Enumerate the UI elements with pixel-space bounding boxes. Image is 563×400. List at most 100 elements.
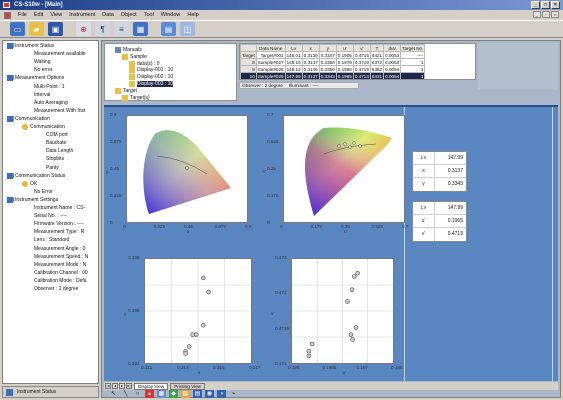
mdi-restore-icon[interactable]: ▫ <box>542 11 550 18</box>
tree-item[interactable]: Auto Averaging <box>34 100 68 106</box>
tab-printing-view[interactable]: Printing View <box>170 382 205 390</box>
table-cell[interactable]: 6421 <box>369 51 385 59</box>
menu-view[interactable]: View <box>50 12 63 18</box>
data-tree-item[interactable]: Target <box>115 87 137 94</box>
table-cell[interactable]: 0.0053 <box>383 58 402 66</box>
data-tree-item[interactable]: data(s) : 0 <box>129 60 160 67</box>
table-cell[interactable]: 0.3343 <box>318 72 337 79</box>
column-header[interactable]: T <box>369 44 385 52</box>
data-tree-item[interactable]: Target(s) <box>122 94 150 101</box>
save-icon[interactable]: ▣ <box>48 22 63 36</box>
table-cell[interactable]: 6382 <box>369 65 385 73</box>
tree-item[interactable]: Measurement available <box>34 51 86 57</box>
table-cell[interactable]: 1 <box>400 65 426 73</box>
table-cell[interactable]: 0.4715 <box>352 51 371 59</box>
table-cell[interactable]: 147.99 <box>284 72 303 79</box>
data-tree-item[interactable]: Sample <box>122 53 147 60</box>
table-row[interactable]: 10 Sample#029 147.99 0.3137 0.3343 0.1965 0.47… <box>240 72 426 79</box>
uv-zoom-plot[interactable] <box>291 258 394 364</box>
tree-item[interactable]: OK <box>22 180 37 187</box>
data-point[interactable] <box>201 322 206 328</box>
table-row[interactable]: Target Target#001 146.01 0.3130 0.3347 0.1905… <box>240 51 426 59</box>
view-icon[interactable]: ◫ <box>180 22 195 36</box>
xy-chromaticity-diagram[interactable] <box>126 115 248 223</box>
column-header[interactable]: x <box>301 44 320 52</box>
table-cell[interactable]: 0.0054 <box>383 65 402 73</box>
table-cell[interactable]: 1 <box>400 72 426 79</box>
column-header[interactable]: u' <box>335 44 354 52</box>
tree-item[interactable]: Measurement Type : R <box>34 229 85 235</box>
table-cell[interactable]: 0.1965 <box>335 72 354 79</box>
comparison-icon[interactable]: ◑ <box>217 390 226 398</box>
tree-group-node[interactable]: Communication Status <box>7 172 65 179</box>
table-cell[interactable]: 148.12 <box>284 65 303 73</box>
tree-group-node[interactable]: Measurement Options <box>7 75 64 82</box>
table-cell[interactable]: Target#001 <box>255 51 286 59</box>
prev-tab-icon[interactable]: ◂ <box>112 383 118 389</box>
tree-item[interactable]: Parity <box>46 165 59 171</box>
data-point[interactable] <box>309 341 315 347</box>
table-row[interactable]: 8 Sample#027 148.10 0.3147 0.3350 0.1970 0.471… <box>240 58 426 66</box>
table-cell[interactable]: ---- <box>400 51 426 59</box>
tree-item[interactable]: Data Length <box>46 148 73 154</box>
tree-item[interactable]: Observer : 2 degree <box>34 286 78 292</box>
row-header[interactable]: Target <box>240 51 257 59</box>
tree-item[interactable]: Baudrate <box>46 140 66 146</box>
data-point[interactable] <box>183 351 188 356</box>
tree-item[interactable]: COM port <box>46 132 68 138</box>
menu-instrument[interactable]: Instrument <box>69 12 96 18</box>
data-tree-item[interactable]: Manuals <box>115 47 142 53</box>
last-tab-icon[interactable]: ▸| <box>126 383 132 389</box>
table-cell[interactable]: 6372 <box>369 58 385 66</box>
new-icon[interactable]: ▭ <box>10 22 25 36</box>
uv-chromaticity-diagram[interactable] <box>283 115 405 223</box>
tree-item[interactable]: Waiting <box>34 59 51 65</box>
data-point[interactable] <box>352 274 357 279</box>
table-cell[interactable]: 0.3347 <box>318 51 337 59</box>
data-point[interactable] <box>186 344 192 349</box>
value-icon[interactable]: ▤ <box>193 390 202 398</box>
data-point[interactable] <box>355 270 360 276</box>
tree-group-node[interactable]: Instrument Settings <box>7 196 58 203</box>
table-cell[interactable]: 0.1970 <box>335 58 354 66</box>
tab-display-view[interactable]: Display View <box>134 382 169 390</box>
tree-item[interactable]: Lens : Standard <box>34 237 69 243</box>
xy-zoom-plot[interactable] <box>144 258 252 364</box>
table-row[interactable]: 9 Sample#028 148.12 0.3145 0.3350 0.1960 0.471… <box>240 65 426 73</box>
tree-item[interactable]: Calibration Channel : 00 <box>34 270 88 276</box>
tree-item[interactable]: Calibration Mode : Defa <box>34 278 87 284</box>
table-cell[interactable]: Sample#028 <box>255 65 286 73</box>
tree-item[interactable]: Multi-Point : 1 <box>34 84 65 90</box>
spectrum-icon[interactable]: ⌁ <box>231 391 236 397</box>
table-cell[interactable]: 0.3130 <box>301 51 320 59</box>
next-tab-icon[interactable]: ▸ <box>119 383 125 389</box>
table-cell[interactable]: Sample#027 <box>255 58 286 66</box>
data-tree-item[interactable]: Display-001 : 10 <box>129 67 173 74</box>
pointer-icon[interactable]: ↖ <box>110 391 117 397</box>
tree-item[interactable]: Interval <box>34 92 50 98</box>
tree-item[interactable]: No error <box>34 67 52 73</box>
data-point[interactable] <box>350 337 355 342</box>
tree-item[interactable]: Measurement Angle : 0 <box>34 246 85 252</box>
column-header[interactable]: Data Name <box>255 44 286 52</box>
close-icon[interactable]: × <box>551 1 560 9</box>
column-header[interactable]: v' <box>352 44 371 52</box>
data-tree-item[interactable]: Display-003 : 10 <box>129 81 174 87</box>
line-icon[interactable]: ╲ <box>123 391 128 397</box>
table-cell[interactable]: 0.0054 <box>383 72 402 79</box>
maximize-icon[interactable]: □ <box>541 1 550 9</box>
menu-window[interactable]: Window <box>160 12 181 18</box>
tool-icon[interactable]: ¶ <box>95 22 110 36</box>
tree-group-node[interactable]: Instrument Status <box>7 43 54 49</box>
menu-data[interactable]: Data <box>102 12 114 18</box>
data-point[interactable] <box>353 325 359 330</box>
column-header[interactable] <box>240 44 257 52</box>
image-icon[interactable]: ▨ <box>181 390 190 398</box>
data-point[interactable] <box>206 289 211 295</box>
window-icon[interactable]: ▤ <box>161 22 176 36</box>
table-cell[interactable]: 0.1905 <box>335 51 354 59</box>
data-point[interactable] <box>190 332 195 337</box>
table-cell[interactable]: 0.4713 <box>352 72 371 79</box>
mdi-close-icon[interactable]: × <box>551 11 559 18</box>
column-header[interactable]: y <box>318 44 337 52</box>
